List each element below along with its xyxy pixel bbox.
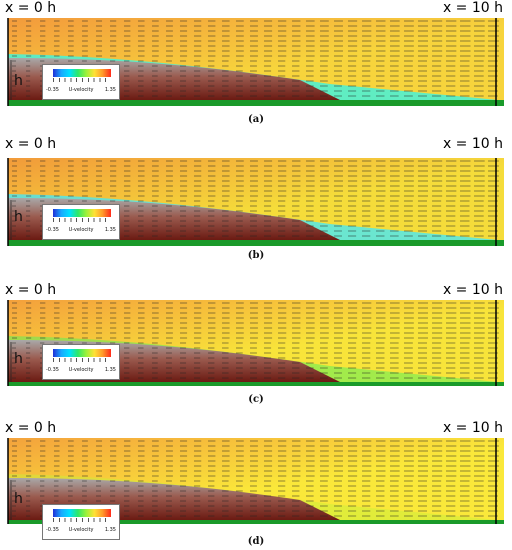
- legend-colorbar: [53, 69, 111, 77]
- x-start-label: x = 0 h: [5, 136, 57, 152]
- legend-ticks: [53, 358, 111, 362]
- x-start-label: x = 0 h: [5, 0, 57, 16]
- legend-name: U-velocity: [68, 527, 94, 533]
- x-end-label: x = 10 h: [442, 0, 503, 16]
- color-legend: -0.35 U-velocity 1.35: [42, 64, 120, 100]
- legend-colorbar: [53, 509, 111, 517]
- legend-min: -0.35: [46, 527, 59, 533]
- velocity-vectors: [12, 440, 499, 517]
- legend-ticks: [53, 78, 111, 82]
- caption-b: (b): [247, 250, 265, 261]
- caption-c: (c): [248, 394, 264, 405]
- color-legend: -0.35 U-velocity 1.35: [42, 204, 120, 240]
- step-height-label: h: [14, 351, 23, 367]
- legend-name: U-velocity: [68, 227, 94, 233]
- x-start-label: x = 0 h: [5, 420, 57, 436]
- x-end-label: x = 10 h: [442, 136, 503, 152]
- legend-ticks: [53, 218, 111, 222]
- velocity-vectors: [12, 20, 499, 97]
- panel-c: x = 0 h x = 10 h h -0.35 U-velocity 1.35: [0, 274, 512, 408]
- legend-max: 1.35: [104, 367, 116, 373]
- x-end-label: x = 10 h: [442, 420, 503, 436]
- step-height-label: h: [14, 209, 23, 225]
- panel-b: x = 0 h x = 10 h h -0.35 U-velocity 1.35: [0, 136, 512, 270]
- velocity-vectors: [12, 302, 499, 379]
- x-start-label: x = 0 h: [5, 282, 57, 298]
- x-end-label: x = 10 h: [442, 282, 503, 298]
- legend-max: 1.35: [104, 87, 116, 93]
- legend-ticks: [53, 518, 111, 522]
- legend-max: 1.35: [104, 227, 116, 233]
- step-height-label: h: [14, 491, 23, 507]
- step-height-label: h: [14, 73, 23, 89]
- color-legend: -0.35 U-velocity 1.35: [42, 344, 120, 380]
- legend-min: -0.35: [46, 227, 59, 233]
- legend-name: U-velocity: [68, 367, 94, 373]
- legend-name: U-velocity: [68, 87, 94, 93]
- caption-a: (a): [248, 114, 264, 125]
- legend-min: -0.35: [46, 367, 59, 373]
- legend-colorbar: [53, 209, 111, 217]
- floor-strip: [8, 240, 504, 246]
- panel-d: x = 0 h x = 10 h h -0.35 U-velocity 1.35: [0, 412, 512, 546]
- floor-strip: [8, 520, 504, 524]
- color-legend: -0.35 U-velocity 1.35: [42, 504, 120, 540]
- floor-strip: [8, 382, 504, 386]
- floor-strip: [8, 100, 504, 106]
- caption-d: (d): [247, 536, 265, 547]
- legend-min: -0.35: [46, 87, 59, 93]
- legend-max: 1.35: [104, 527, 116, 533]
- legend-colorbar: [53, 349, 111, 357]
- panel-a: x = 0 h x = 10 h h -0.35 U-velocity 1.35: [0, 0, 512, 134]
